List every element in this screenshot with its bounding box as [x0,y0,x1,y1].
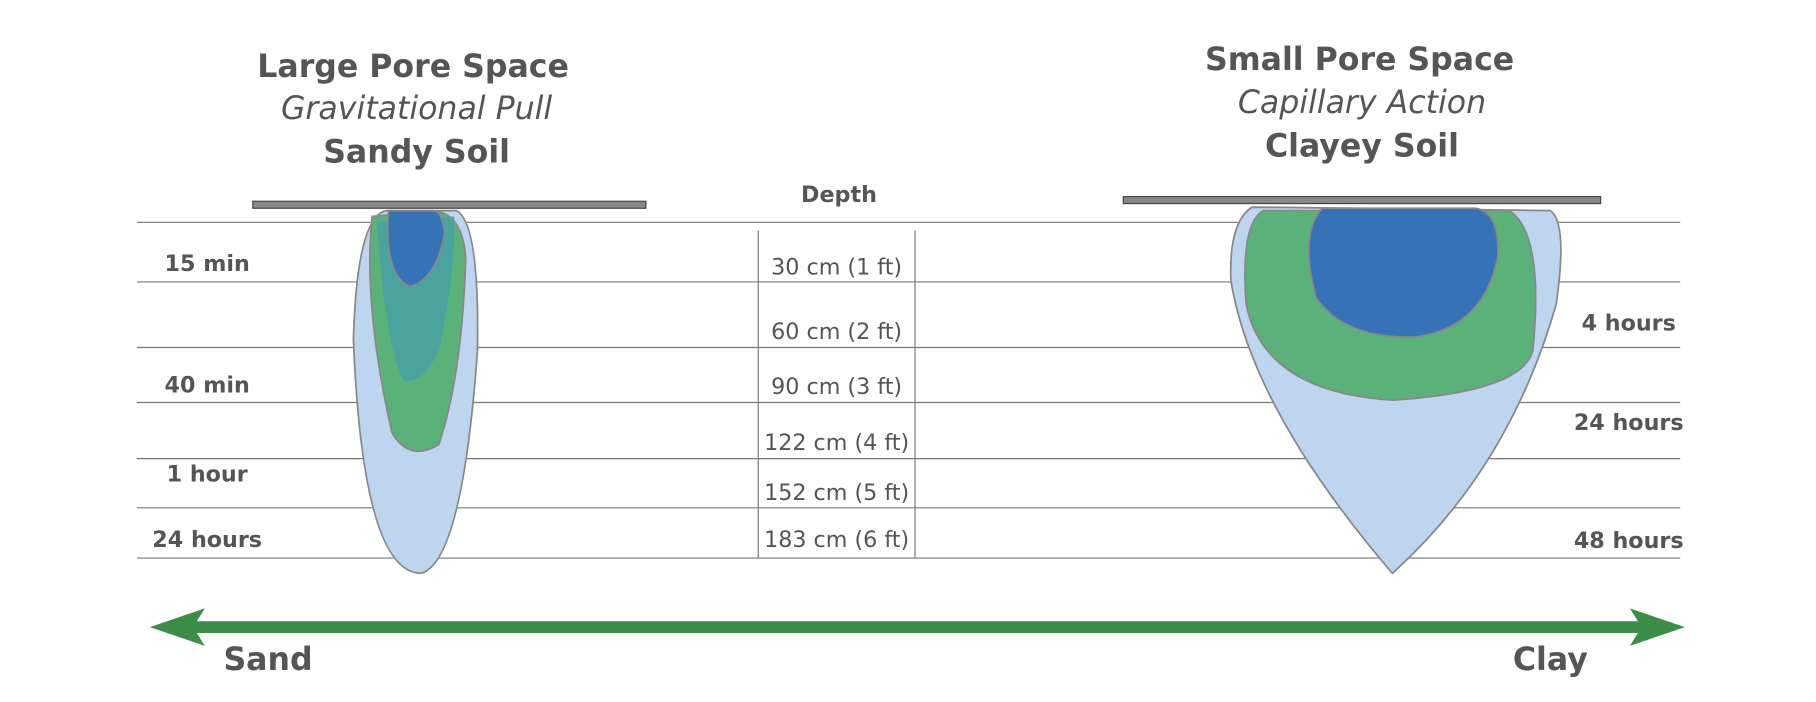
surface-bar [1122,195,1602,205]
left-time: 1 hour [167,462,248,488]
depth-title: Depth [801,182,877,208]
sandy-plume [352,209,479,575]
depth-level: 152 cm (5 ft) [764,480,909,506]
surface-bar [252,200,647,209]
right-title: Small Pore Space [1205,42,1514,78]
left-time: 24 hours [152,527,262,553]
depth-level: 30 cm (1 ft) [771,254,902,280]
left-subtitle: Gravitational Pull [281,91,552,127]
depth-level: 60 cm (2 ft) [771,319,902,345]
left-soil: Sandy Soil [323,134,510,170]
right-time: 24 hours [1574,410,1684,436]
left-time: 15 min [165,251,250,277]
right-time: 4 hours [1582,311,1676,337]
scale-left: Sand [223,642,312,678]
left-title: Large Pore Space [257,49,569,85]
depth-level: 122 cm (4 ft) [764,430,909,456]
right-time: 48 hours [1574,528,1684,554]
clayey-plume [1229,206,1562,575]
right-subtitle: Capillary Action [1238,85,1486,121]
depth-level: 183 cm (6 ft) [764,527,909,553]
right-soil: Clayey Soil [1265,128,1459,164]
depth-level: 90 cm (3 ft) [771,374,902,400]
scale-right: Clay [1513,642,1588,678]
left-time: 40 min [165,373,250,399]
scale-arrow [149,608,1685,646]
